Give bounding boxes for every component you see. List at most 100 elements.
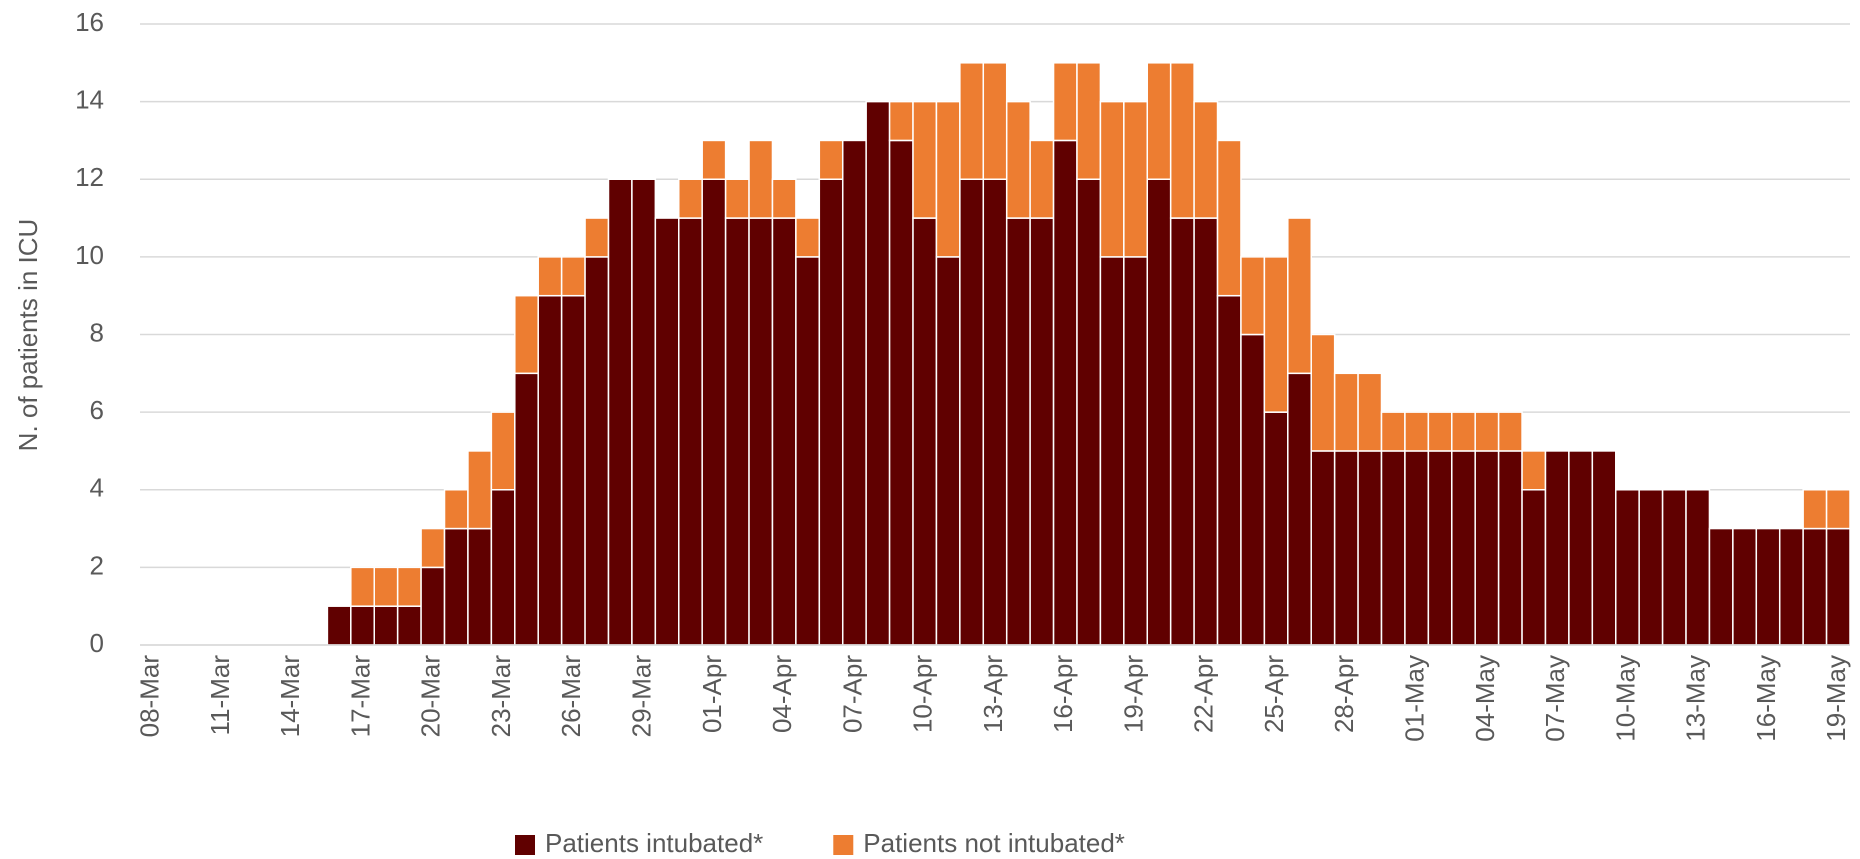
x-tick-label: 17-Mar bbox=[345, 655, 375, 738]
bar-segment bbox=[1755, 527, 1781, 646]
x-tick-label: 11-Mar bbox=[205, 655, 235, 736]
bar-segment bbox=[701, 178, 727, 646]
bar-segment bbox=[1708, 527, 1734, 646]
bar-segment bbox=[1333, 450, 1359, 646]
bar-segment bbox=[396, 605, 422, 646]
x-tick-label: 16-Apr bbox=[1048, 655, 1078, 733]
bar-segment bbox=[1474, 411, 1500, 452]
bar-segment bbox=[888, 139, 914, 646]
bar-segment bbox=[1146, 178, 1172, 646]
bar-segment bbox=[1099, 256, 1125, 646]
bar-segment bbox=[1357, 372, 1383, 452]
bar-segment bbox=[1591, 450, 1617, 646]
bar-segment bbox=[1287, 217, 1312, 375]
x-tick-label: 25-Apr bbox=[1259, 655, 1289, 733]
bar-segment bbox=[537, 294, 563, 646]
bar-segment bbox=[1029, 217, 1055, 646]
bar-segment bbox=[1825, 527, 1851, 646]
bar-segment bbox=[1778, 527, 1804, 646]
bar-segment bbox=[1333, 372, 1359, 452]
bar-segment bbox=[467, 450, 493, 530]
bar-segment bbox=[1474, 450, 1500, 646]
bar-segment bbox=[537, 256, 563, 297]
x-tick-label: 04-May bbox=[1470, 655, 1500, 742]
bar-segment bbox=[326, 605, 352, 646]
bar-segment bbox=[560, 294, 586, 646]
bar-segment bbox=[1427, 411, 1453, 452]
legend-label: Patients not intubated* bbox=[863, 828, 1125, 858]
bar-segment bbox=[1802, 489, 1828, 530]
bar-segment bbox=[1661, 489, 1687, 646]
bar-segment bbox=[1123, 256, 1149, 646]
bar-segment bbox=[1638, 489, 1664, 646]
bar-segment bbox=[771, 217, 797, 646]
x-tick-label: 23-Mar bbox=[486, 655, 516, 738]
bar-segment bbox=[1263, 411, 1289, 646]
bar-segment bbox=[795, 217, 821, 258]
y-axis-label: N. of patients in ICU bbox=[13, 219, 43, 452]
bar-segment bbox=[1240, 256, 1266, 336]
bar-segment bbox=[959, 62, 985, 180]
bar-segment bbox=[1404, 450, 1430, 646]
bar-segment bbox=[1193, 217, 1219, 646]
bar-segment bbox=[1732, 527, 1758, 646]
x-tick-label: 22-Apr bbox=[1189, 655, 1219, 733]
x-tick-label: 19-May bbox=[1821, 655, 1851, 742]
bar-segment bbox=[443, 527, 469, 646]
x-tick-label: 19-Apr bbox=[1118, 655, 1148, 733]
x-tick-label: 28-Apr bbox=[1329, 655, 1359, 733]
bar-segment bbox=[748, 139, 774, 219]
bar-segment bbox=[1427, 450, 1453, 646]
bar-segment bbox=[420, 566, 446, 646]
bar-segment bbox=[373, 605, 399, 646]
bar-segment bbox=[959, 178, 985, 646]
bar-segment bbox=[1076, 178, 1102, 646]
bar-segment bbox=[1497, 411, 1523, 452]
bar-segment bbox=[1825, 489, 1851, 530]
bar-segment bbox=[467, 527, 493, 646]
bar-segment bbox=[1146, 62, 1172, 180]
bar-segment bbox=[443, 489, 469, 530]
x-tick-label: 13-Apr bbox=[978, 655, 1008, 733]
bar-segment bbox=[420, 527, 446, 569]
bar-segment bbox=[1193, 100, 1219, 219]
bar-segment bbox=[1380, 411, 1406, 452]
bar-segment bbox=[514, 372, 539, 646]
bar-segment bbox=[560, 256, 586, 297]
legend-label: Patients intubated* bbox=[545, 828, 763, 858]
bar-segment bbox=[607, 178, 633, 646]
bar-segment bbox=[490, 489, 516, 646]
bar-segment bbox=[350, 566, 375, 607]
bar-segment bbox=[1451, 411, 1476, 452]
bar-segment bbox=[1404, 411, 1430, 452]
legend-swatch bbox=[833, 835, 854, 855]
bar-segment bbox=[724, 217, 750, 646]
bar-segment bbox=[841, 139, 867, 646]
y-tick-label: 16 bbox=[75, 7, 104, 37]
bar-segment bbox=[724, 178, 750, 219]
bar-segment bbox=[1123, 100, 1149, 258]
x-tick-label: 07-Apr bbox=[837, 655, 867, 733]
bar-segment bbox=[1029, 139, 1055, 219]
y-tick-label: 8 bbox=[90, 317, 104, 347]
bar-segment bbox=[818, 178, 844, 646]
bar-segment bbox=[771, 178, 797, 219]
x-tick-label: 10-May bbox=[1610, 655, 1640, 742]
bar-segment bbox=[1240, 333, 1266, 646]
legend-swatch bbox=[515, 835, 535, 855]
y-tick-label: 4 bbox=[90, 473, 104, 503]
bar-segment bbox=[1216, 294, 1242, 646]
y-tick-label: 2 bbox=[90, 550, 104, 580]
bar-segment bbox=[1685, 489, 1711, 646]
bar-segment bbox=[1521, 450, 1547, 491]
bar-segment bbox=[935, 100, 961, 258]
x-tick-label: 26-Mar bbox=[556, 655, 586, 738]
bar-segment bbox=[1615, 489, 1640, 646]
bar-segment bbox=[935, 256, 961, 646]
bar-segment bbox=[373, 566, 399, 607]
bar-segment bbox=[1310, 450, 1336, 646]
bar-segment bbox=[1169, 217, 1195, 646]
bar-segment bbox=[982, 62, 1008, 180]
bar-segment bbox=[678, 178, 703, 219]
